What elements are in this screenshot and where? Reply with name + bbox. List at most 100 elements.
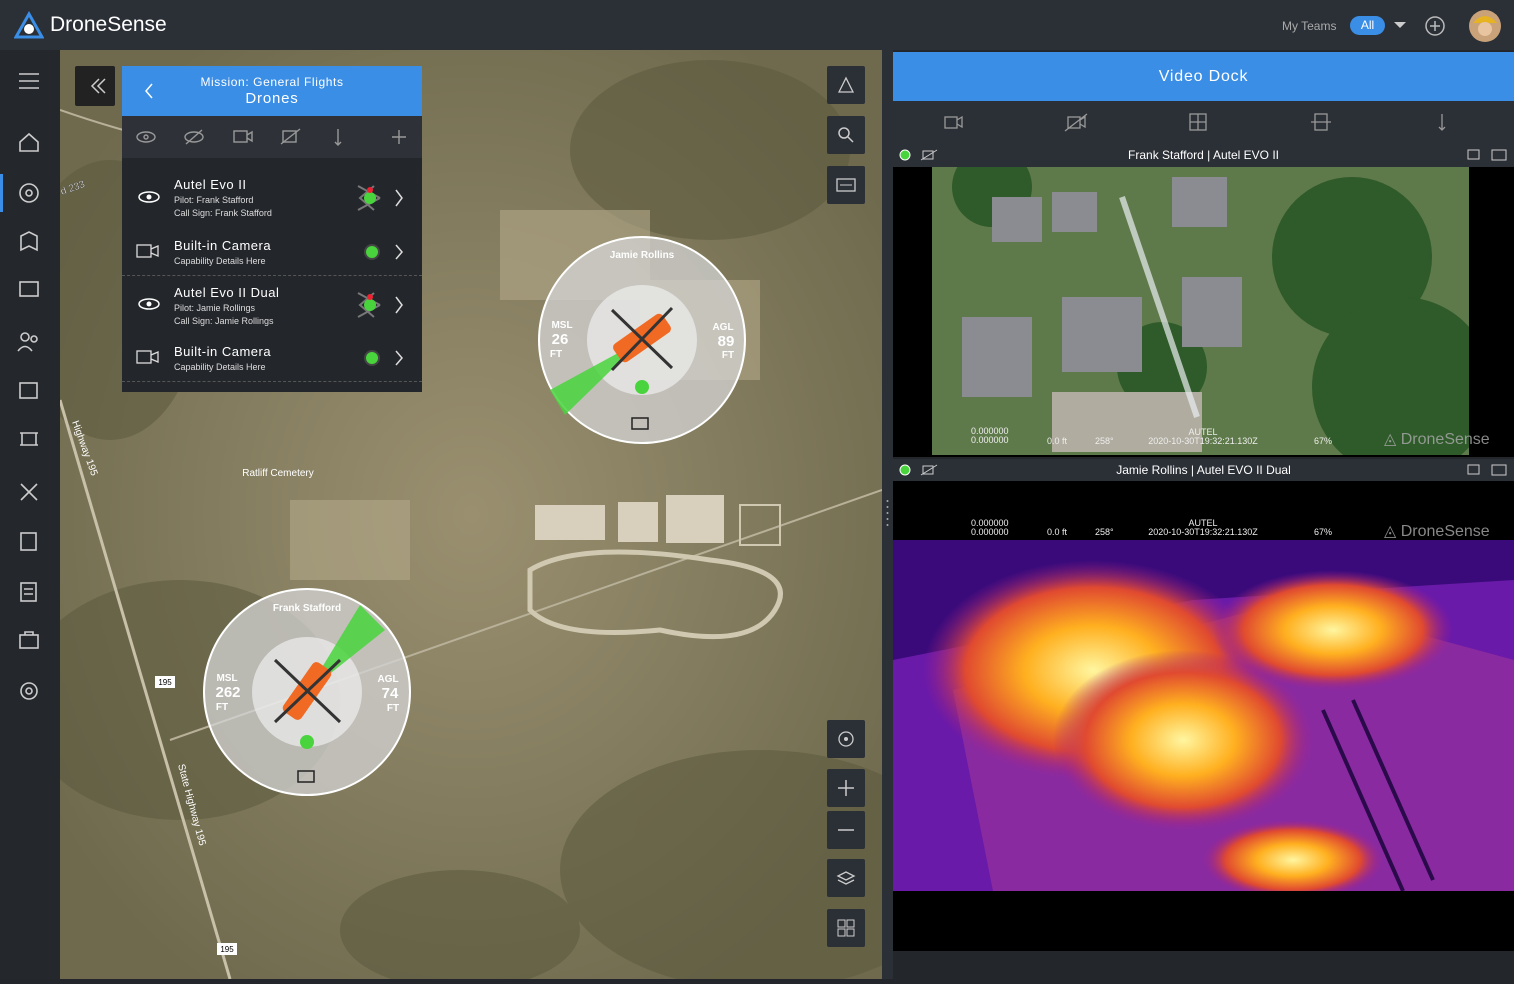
capability-item[interactable]: Built-in Camera Capability Details Here (122, 332, 422, 382)
msl-value: 262 (215, 684, 240, 701)
capability-details: Capability Details Here (174, 362, 266, 372)
video-feed[interactable]: 0.000000 0.000000 0.0 ft 258° AUTEL 2020… (893, 167, 1514, 457)
drone-item[interactable]: Autel Evo II Pilot: Frank Stafford Call … (122, 168, 422, 226)
zoom-out-button[interactable] (827, 811, 865, 849)
panel-header: Mission: General Flights Drones (122, 66, 422, 116)
agl-unit: FT (387, 703, 399, 714)
osd-source: AUTEL (1188, 427, 1218, 437)
grid-button[interactable] (827, 909, 865, 947)
dock-toolbar (893, 101, 1514, 143)
tools-icon[interactable] (20, 483, 38, 501)
measure-button[interactable] (827, 166, 865, 204)
search-button[interactable] (827, 116, 865, 154)
feed-header: Jamie Rollins | Autel EVO II Dual (893, 459, 1514, 481)
team-filter[interactable]: All (1350, 16, 1385, 35)
logo (14, 11, 44, 39)
splitter[interactable] (882, 50, 893, 979)
capability-item[interactable]: Built-in Camera Capability Details Here (122, 226, 422, 276)
feed-title: Jamie Rollins | Autel EVO II Dual (1116, 463, 1291, 477)
osd-time: 2020-10-30T19:32:21.130Z (1148, 527, 1258, 537)
watermark: ◬ DroneSense (1384, 523, 1490, 540)
drone-panel: Mission: General Flights Drones Autel Ev… (122, 66, 422, 392)
video-dock: Video Dock Frank Stafford | Autel EVO II… (893, 50, 1514, 979)
drone-marker[interactable]: Frank Stafford MSL 262 FT AGL 74 FT (203, 588, 411, 796)
drone-name: Autel Evo II Dual (174, 285, 280, 300)
mission-name: Mission: General Flights (200, 75, 344, 89)
osd-heading: 258° (1095, 436, 1114, 446)
agl-value: 74 (382, 685, 399, 702)
drone-marker[interactable]: Jamie Rollins MSL 26 FT AGL 89 FT (538, 236, 746, 444)
settings-icon[interactable] (20, 682, 38, 700)
back-button[interactable] (144, 83, 154, 99)
watermark: ◬ DroneSense (1384, 431, 1490, 448)
drone-item[interactable]: Autel Evo II Dual Pilot: Jamie Rollings … (122, 276, 422, 332)
agl-label: AGL (712, 322, 733, 333)
kit-icon[interactable] (19, 634, 39, 649)
dropdown-arrow[interactable] (1393, 20, 1407, 30)
collapse-button[interactable] (75, 66, 115, 106)
osd-lat: 0.000000 (971, 426, 1009, 436)
osd-altitude: 0.0 ft (1047, 436, 1068, 446)
pilot: Pilot: Jamie Rollings (174, 303, 256, 313)
feed-header: Frank Stafford | Autel EVO II (893, 143, 1514, 167)
drone-name: Autel Evo II (174, 177, 247, 192)
map[interactable]: d 233 Highway 195 Ratliff Cemetery 195 S… (60, 50, 882, 979)
panel-title: Drones (245, 90, 299, 107)
msl-label: MSL (216, 673, 237, 684)
highway-shield: 195 (220, 945, 234, 954)
osd-heading: 258° (1095, 527, 1114, 537)
top-bar: DroneSense My Teams All (0, 0, 1514, 50)
checklist-icon[interactable] (19, 382, 38, 399)
osd-lon: 0.000000 (971, 435, 1009, 445)
panel-toolbar (122, 116, 422, 158)
sidebar-icons (0, 73, 39, 700)
osd-lon: 0.000000 (971, 527, 1009, 537)
mission-icon[interactable] (19, 281, 39, 297)
home-icon[interactable] (19, 132, 39, 152)
capability-details: Capability Details Here (174, 256, 266, 266)
agl-value: 89 (718, 333, 735, 350)
capability-name: Built-in Camera (174, 344, 272, 359)
agl-label: AGL (377, 674, 398, 685)
my-teams-label: My Teams (1282, 19, 1337, 33)
avatar[interactable] (1468, 9, 1502, 43)
thermal-image (893, 540, 1514, 891)
pilot-name: Frank Stafford (273, 603, 341, 614)
place-label: Ratliff Cemetery (242, 468, 314, 479)
osd-source: AUTEL (1188, 518, 1218, 528)
video-image (932, 167, 1469, 455)
highway-shield: 195 (158, 678, 172, 687)
map-pin-button[interactable] (827, 66, 865, 104)
msl-unit: FT (216, 702, 228, 713)
video-feed[interactable]: 0.000000 0.000000 0.0 ft 258° AUTEL 2020… (893, 481, 1514, 951)
layers-button[interactable] (827, 859, 865, 897)
locate-button[interactable] (827, 720, 865, 758)
msl-label: MSL (551, 320, 572, 331)
osd-zoom: 67% (1314, 436, 1333, 446)
osd-lat: 0.000000 (971, 518, 1009, 528)
agl-unit: FT (722, 350, 734, 361)
sidebar (0, 50, 60, 979)
call-sign: Call Sign: Jamie Rollings (174, 316, 274, 326)
map-icon[interactable] (20, 231, 38, 252)
osd-altitude: 0.0 ft (1047, 527, 1068, 537)
call-sign: Call Sign: Frank Stafford (174, 208, 272, 218)
osd-zoom: 67% (1314, 527, 1333, 537)
pilot-name: Jamie Rollins (610, 250, 675, 261)
msl-unit: FT (550, 349, 562, 360)
msl-value: 26 (552, 331, 569, 348)
zoom-in-button[interactable] (827, 769, 865, 807)
osd-time: 2020-10-30T19:32:21.130Z (1148, 436, 1258, 446)
report-icon[interactable] (20, 582, 37, 602)
people-icon[interactable] (20, 332, 30, 342)
feed-title: Frank Stafford | Autel EVO II (1128, 148, 1279, 162)
dock-title: Video Dock (893, 52, 1514, 101)
pilot: Pilot: Frank Stafford (174, 195, 254, 205)
drone-icon[interactable] (20, 432, 38, 446)
ops-icon[interactable] (19, 183, 39, 203)
capability-name: Built-in Camera (174, 238, 272, 253)
brand: DroneSense (50, 13, 167, 36)
docs-icon[interactable] (20, 532, 37, 551)
add-button[interactable] (1424, 15, 1446, 37)
